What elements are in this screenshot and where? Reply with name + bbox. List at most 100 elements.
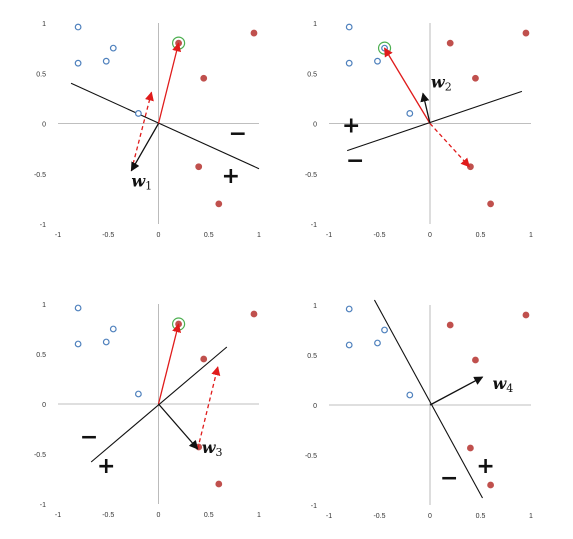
negative-region-sign: − <box>440 466 458 491</box>
weight-vector-arrow <box>158 403 199 450</box>
weight-vector-subscript: 1 <box>145 180 152 193</box>
y-tick-label: 0 <box>42 122 46 129</box>
chart-panel-bottom-left: -1 -0.5 0 0.5 1 1 0.5 0 -0.5 -1 w3 − + <box>34 302 261 519</box>
x-tick-label: 0.5 <box>476 232 486 239</box>
y-tick-label: 1 <box>313 303 317 310</box>
x-tick-label: -1 <box>55 512 61 519</box>
weight-vector-subscript: 2 <box>445 80 452 93</box>
weight-vector-subscript: 4 <box>506 382 513 395</box>
negative-point <box>345 59 353 67</box>
y-tick-label: 0.5 <box>307 71 317 78</box>
y-tick-label: 1 <box>42 21 46 28</box>
negative-point <box>74 304 82 312</box>
y-tick-label: 0.5 <box>36 71 46 78</box>
chart-panel-top-left: -1 -0.5 0 0.5 1 1 0.5 0 -0.5 -1 w1 − + <box>34 21 261 239</box>
y-tick-label: -0.5 <box>305 172 317 179</box>
negative-point <box>374 339 381 347</box>
negative-point <box>74 23 82 31</box>
y-tick-label: 0.5 <box>36 352 46 359</box>
negative-region-sign: − <box>229 122 247 147</box>
y-tick-label: -1 <box>311 503 317 510</box>
positive-point <box>446 39 454 47</box>
x-tick-label: 0 <box>428 232 432 239</box>
x-tick-label: 0.5 <box>204 512 214 519</box>
dashed-update-arrow <box>429 123 471 168</box>
negative-point <box>345 23 353 31</box>
positive-point <box>215 200 223 208</box>
positive-point <box>250 29 258 37</box>
positive-point <box>446 321 454 329</box>
sample-vector-arrow <box>157 323 182 405</box>
y-tick-label: 1 <box>313 21 317 28</box>
y-tick-label: -0.5 <box>34 452 46 459</box>
negative-point <box>74 59 82 67</box>
x-tick-label: 1 <box>257 512 261 519</box>
positive-point <box>472 74 479 82</box>
positive-point <box>522 29 530 37</box>
negative-point <box>134 110 142 117</box>
positive-point <box>487 481 495 489</box>
sample-vector-arrow <box>157 42 182 124</box>
x-tick-label: -0.5 <box>373 513 385 520</box>
negative-point <box>406 110 414 117</box>
negative-point <box>102 338 110 346</box>
x-tick-label: 0 <box>157 512 161 519</box>
positive-point <box>522 311 530 319</box>
x-tick-label: -0.5 <box>102 232 114 239</box>
y-tick-label: 0 <box>313 122 317 129</box>
weight-vector-label: w3 <box>202 438 223 459</box>
y-tick-label: 0 <box>313 403 317 410</box>
negative-point <box>102 57 110 65</box>
negative-point <box>134 390 142 398</box>
positive-point <box>195 163 203 171</box>
positive-point <box>200 355 208 363</box>
y-tick-label: 0 <box>42 402 46 409</box>
chart-panel-bottom-right: -1 -0.5 0 0.5 1 1 0.5 0 -0.5 -1 w4 − + <box>305 299 533 520</box>
positive-region-sign: + <box>222 164 240 189</box>
y-tick-label: -1 <box>311 222 317 229</box>
weight-vector-label: w1 <box>131 172 152 193</box>
positive-point <box>215 480 223 488</box>
x-tick-label: -0.5 <box>373 232 385 239</box>
negative-point <box>74 340 82 348</box>
positive-region-sign: + <box>97 454 115 479</box>
positive-point <box>250 310 258 318</box>
x-tick-label: -1 <box>326 232 332 239</box>
x-tick-label: 1 <box>529 513 533 520</box>
x-tick-label: -1 <box>55 232 61 239</box>
x-tick-label: 0.5 <box>204 232 214 239</box>
negative-point <box>109 44 117 52</box>
weight-vector-label: w2 <box>431 72 452 93</box>
x-tick-label: 0.5 <box>476 513 486 520</box>
sample-vector-arrow <box>383 47 431 124</box>
negative-region-sign: − <box>80 425 98 450</box>
x-tick-label: 0 <box>428 513 432 520</box>
negative-point <box>345 305 353 313</box>
weight-vector-arrow <box>130 123 160 172</box>
x-tick-label: -1 <box>326 513 332 520</box>
x-tick-label: 0 <box>157 232 161 239</box>
negative-point <box>109 325 117 333</box>
negative-point <box>345 341 353 349</box>
negative-point <box>406 391 414 399</box>
positive-point <box>472 356 479 364</box>
positive-point <box>487 200 495 208</box>
y-tick-label: 0.5 <box>307 353 317 360</box>
weight-vector-arrow <box>429 376 484 406</box>
negative-point <box>374 57 381 65</box>
weight-vector-subscript: 3 <box>215 446 222 459</box>
dashed-update-arrow <box>130 91 154 171</box>
negative-region-sign: − <box>346 149 364 174</box>
y-tick-label: -0.5 <box>34 172 46 179</box>
decision-boundary <box>70 82 260 170</box>
x-tick-label: 1 <box>257 232 261 239</box>
positive-region-sign: + <box>342 114 360 139</box>
decision-boundary <box>373 299 484 499</box>
x-tick-label: 1 <box>529 232 533 239</box>
positive-point <box>200 74 208 82</box>
weight-vector-arrow <box>420 92 431 124</box>
y-tick-label: -1 <box>40 222 46 229</box>
decision-boundary <box>347 90 523 152</box>
positive-point <box>466 444 474 452</box>
